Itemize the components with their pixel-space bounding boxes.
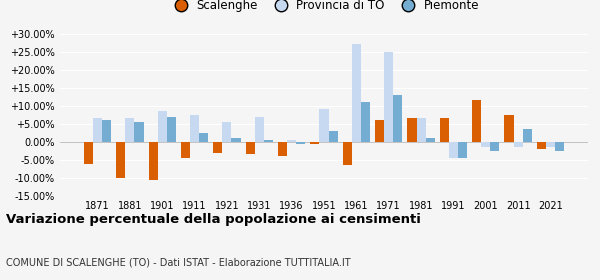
Bar: [125, 118, 134, 142]
Bar: [329, 131, 338, 142]
Bar: [102, 120, 111, 142]
Bar: [181, 142, 190, 158]
Bar: [546, 142, 555, 147]
Bar: [214, 142, 223, 153]
Bar: [472, 100, 481, 142]
Bar: [287, 140, 296, 142]
Bar: [319, 109, 329, 142]
Bar: [481, 142, 490, 147]
Bar: [190, 115, 199, 142]
Bar: [514, 142, 523, 147]
Bar: [199, 133, 208, 142]
Bar: [352, 45, 361, 142]
Bar: [278, 142, 287, 156]
Bar: [375, 120, 384, 142]
Bar: [223, 122, 232, 142]
Bar: [232, 138, 241, 142]
Bar: [167, 116, 176, 142]
Bar: [310, 142, 319, 144]
Bar: [393, 95, 402, 142]
Bar: [361, 102, 370, 142]
Bar: [255, 116, 264, 142]
Bar: [93, 118, 102, 142]
Legend: Scalenghe, Provincia di TO, Piemonte: Scalenghe, Provincia di TO, Piemonte: [164, 0, 484, 17]
Bar: [449, 142, 458, 158]
Bar: [84, 142, 93, 164]
Bar: [523, 129, 532, 142]
Text: COMUNE DI SCALENGHE (TO) - Dati ISTAT - Elaborazione TUTTITALIA.IT: COMUNE DI SCALENGHE (TO) - Dati ISTAT - …: [6, 258, 350, 268]
Bar: [264, 140, 273, 142]
Bar: [425, 138, 434, 142]
Bar: [490, 142, 499, 151]
Bar: [505, 115, 514, 142]
Bar: [134, 122, 143, 142]
Bar: [149, 142, 158, 180]
Bar: [458, 142, 467, 158]
Bar: [537, 142, 546, 149]
Bar: [296, 142, 305, 144]
Bar: [384, 52, 393, 142]
Bar: [416, 118, 425, 142]
Text: Variazione percentuale della popolazione ai censimenti: Variazione percentuale della popolazione…: [6, 213, 421, 226]
Bar: [440, 118, 449, 142]
Bar: [158, 111, 167, 142]
Bar: [246, 142, 255, 155]
Bar: [116, 142, 125, 178]
Bar: [555, 142, 564, 151]
Bar: [343, 142, 352, 165]
Bar: [407, 118, 416, 142]
